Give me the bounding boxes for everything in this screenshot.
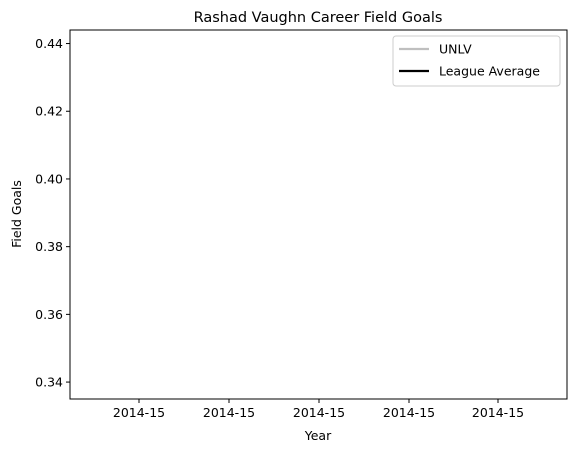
chart-title: Rashad Vaughn Career Field Goals: [194, 10, 443, 26]
y-tick-label: 0.38: [35, 239, 63, 254]
legend: UNLV League Average: [392, 35, 561, 87]
y-axis-label: Field Goals: [9, 180, 24, 248]
x-axis-ticks: 2014-15 2014-15 2014-15 2014-15 2014-15: [113, 399, 524, 420]
y-tick-label: 0.44: [35, 36, 63, 51]
x-tick-label: 2014-15: [203, 405, 255, 420]
x-axis-label: Year: [304, 428, 332, 443]
legend-label: UNLV: [439, 42, 472, 57]
x-tick-label: 2014-15: [113, 405, 165, 420]
y-tick-label: 0.36: [35, 307, 63, 322]
y-tick-label: 0.34: [35, 375, 63, 390]
legend-entries: UNLV League Average: [399, 42, 540, 79]
legend-label: League Average: [439, 64, 540, 79]
legend-box: [392, 35, 561, 87]
y-axis-ticks: 0.34 0.36 0.38 0.40 0.42 0.44: [35, 36, 70, 390]
x-tick-label: 2014-15: [383, 405, 435, 420]
x-tick-label: 2014-15: [293, 405, 345, 420]
x-tick-label: 2014-15: [472, 405, 524, 420]
y-tick-label: 0.42: [35, 104, 63, 119]
y-tick-label: 0.40: [35, 171, 63, 186]
